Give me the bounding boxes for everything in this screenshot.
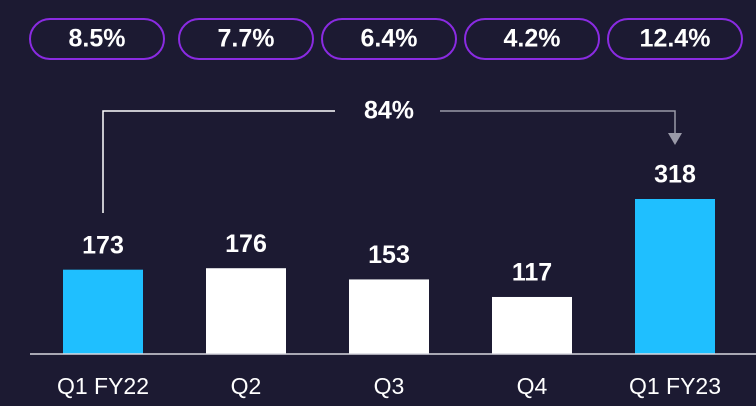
rate-pill xyxy=(321,18,457,60)
x-tick-label: Q1 FY22 xyxy=(57,373,149,399)
rate-pill xyxy=(464,18,600,60)
growth-arrowhead xyxy=(668,133,682,145)
growth-label: 84% xyxy=(364,97,414,125)
rate-text: 8.5% xyxy=(69,25,126,53)
value-label: 153 xyxy=(368,241,410,269)
x-tick-label: Q2 xyxy=(231,373,262,399)
rate-text: 4.2% xyxy=(504,25,561,53)
x-tick-label: Q4 xyxy=(517,373,548,399)
rate-pill xyxy=(607,18,743,60)
value-label: 176 xyxy=(225,230,267,258)
rate-text: 12.4% xyxy=(640,25,711,53)
x-tick-label: Q3 xyxy=(374,373,405,399)
value-label: 173 xyxy=(82,231,124,259)
rate-pill xyxy=(178,18,314,60)
bar xyxy=(206,268,286,354)
bar xyxy=(349,279,429,354)
rate-text: 6.4% xyxy=(361,25,418,53)
bar xyxy=(492,296,572,354)
x-tick-label: Q1 FY23 xyxy=(629,373,721,399)
bar xyxy=(63,269,143,354)
value-label: 318 xyxy=(654,161,696,189)
growth-bracket-left xyxy=(102,110,335,213)
rate-pill xyxy=(29,18,165,60)
growth-bracket-right xyxy=(440,110,676,135)
value-label: 117 xyxy=(512,259,552,287)
rate-text: 7.7% xyxy=(218,25,275,53)
bar xyxy=(635,199,715,354)
